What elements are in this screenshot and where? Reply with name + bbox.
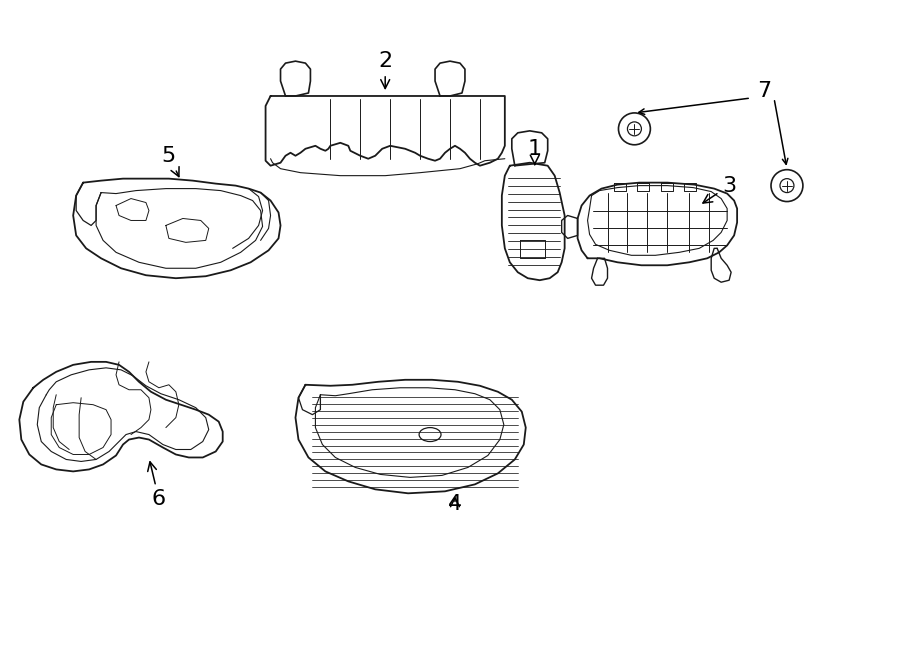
Text: 5: 5 (162, 145, 179, 176)
Text: 3: 3 (703, 176, 736, 203)
Text: 6: 6 (148, 462, 166, 509)
Text: 1: 1 (527, 139, 542, 165)
Text: 7: 7 (757, 81, 771, 101)
Text: 2: 2 (378, 51, 392, 89)
Text: 4: 4 (448, 494, 462, 514)
